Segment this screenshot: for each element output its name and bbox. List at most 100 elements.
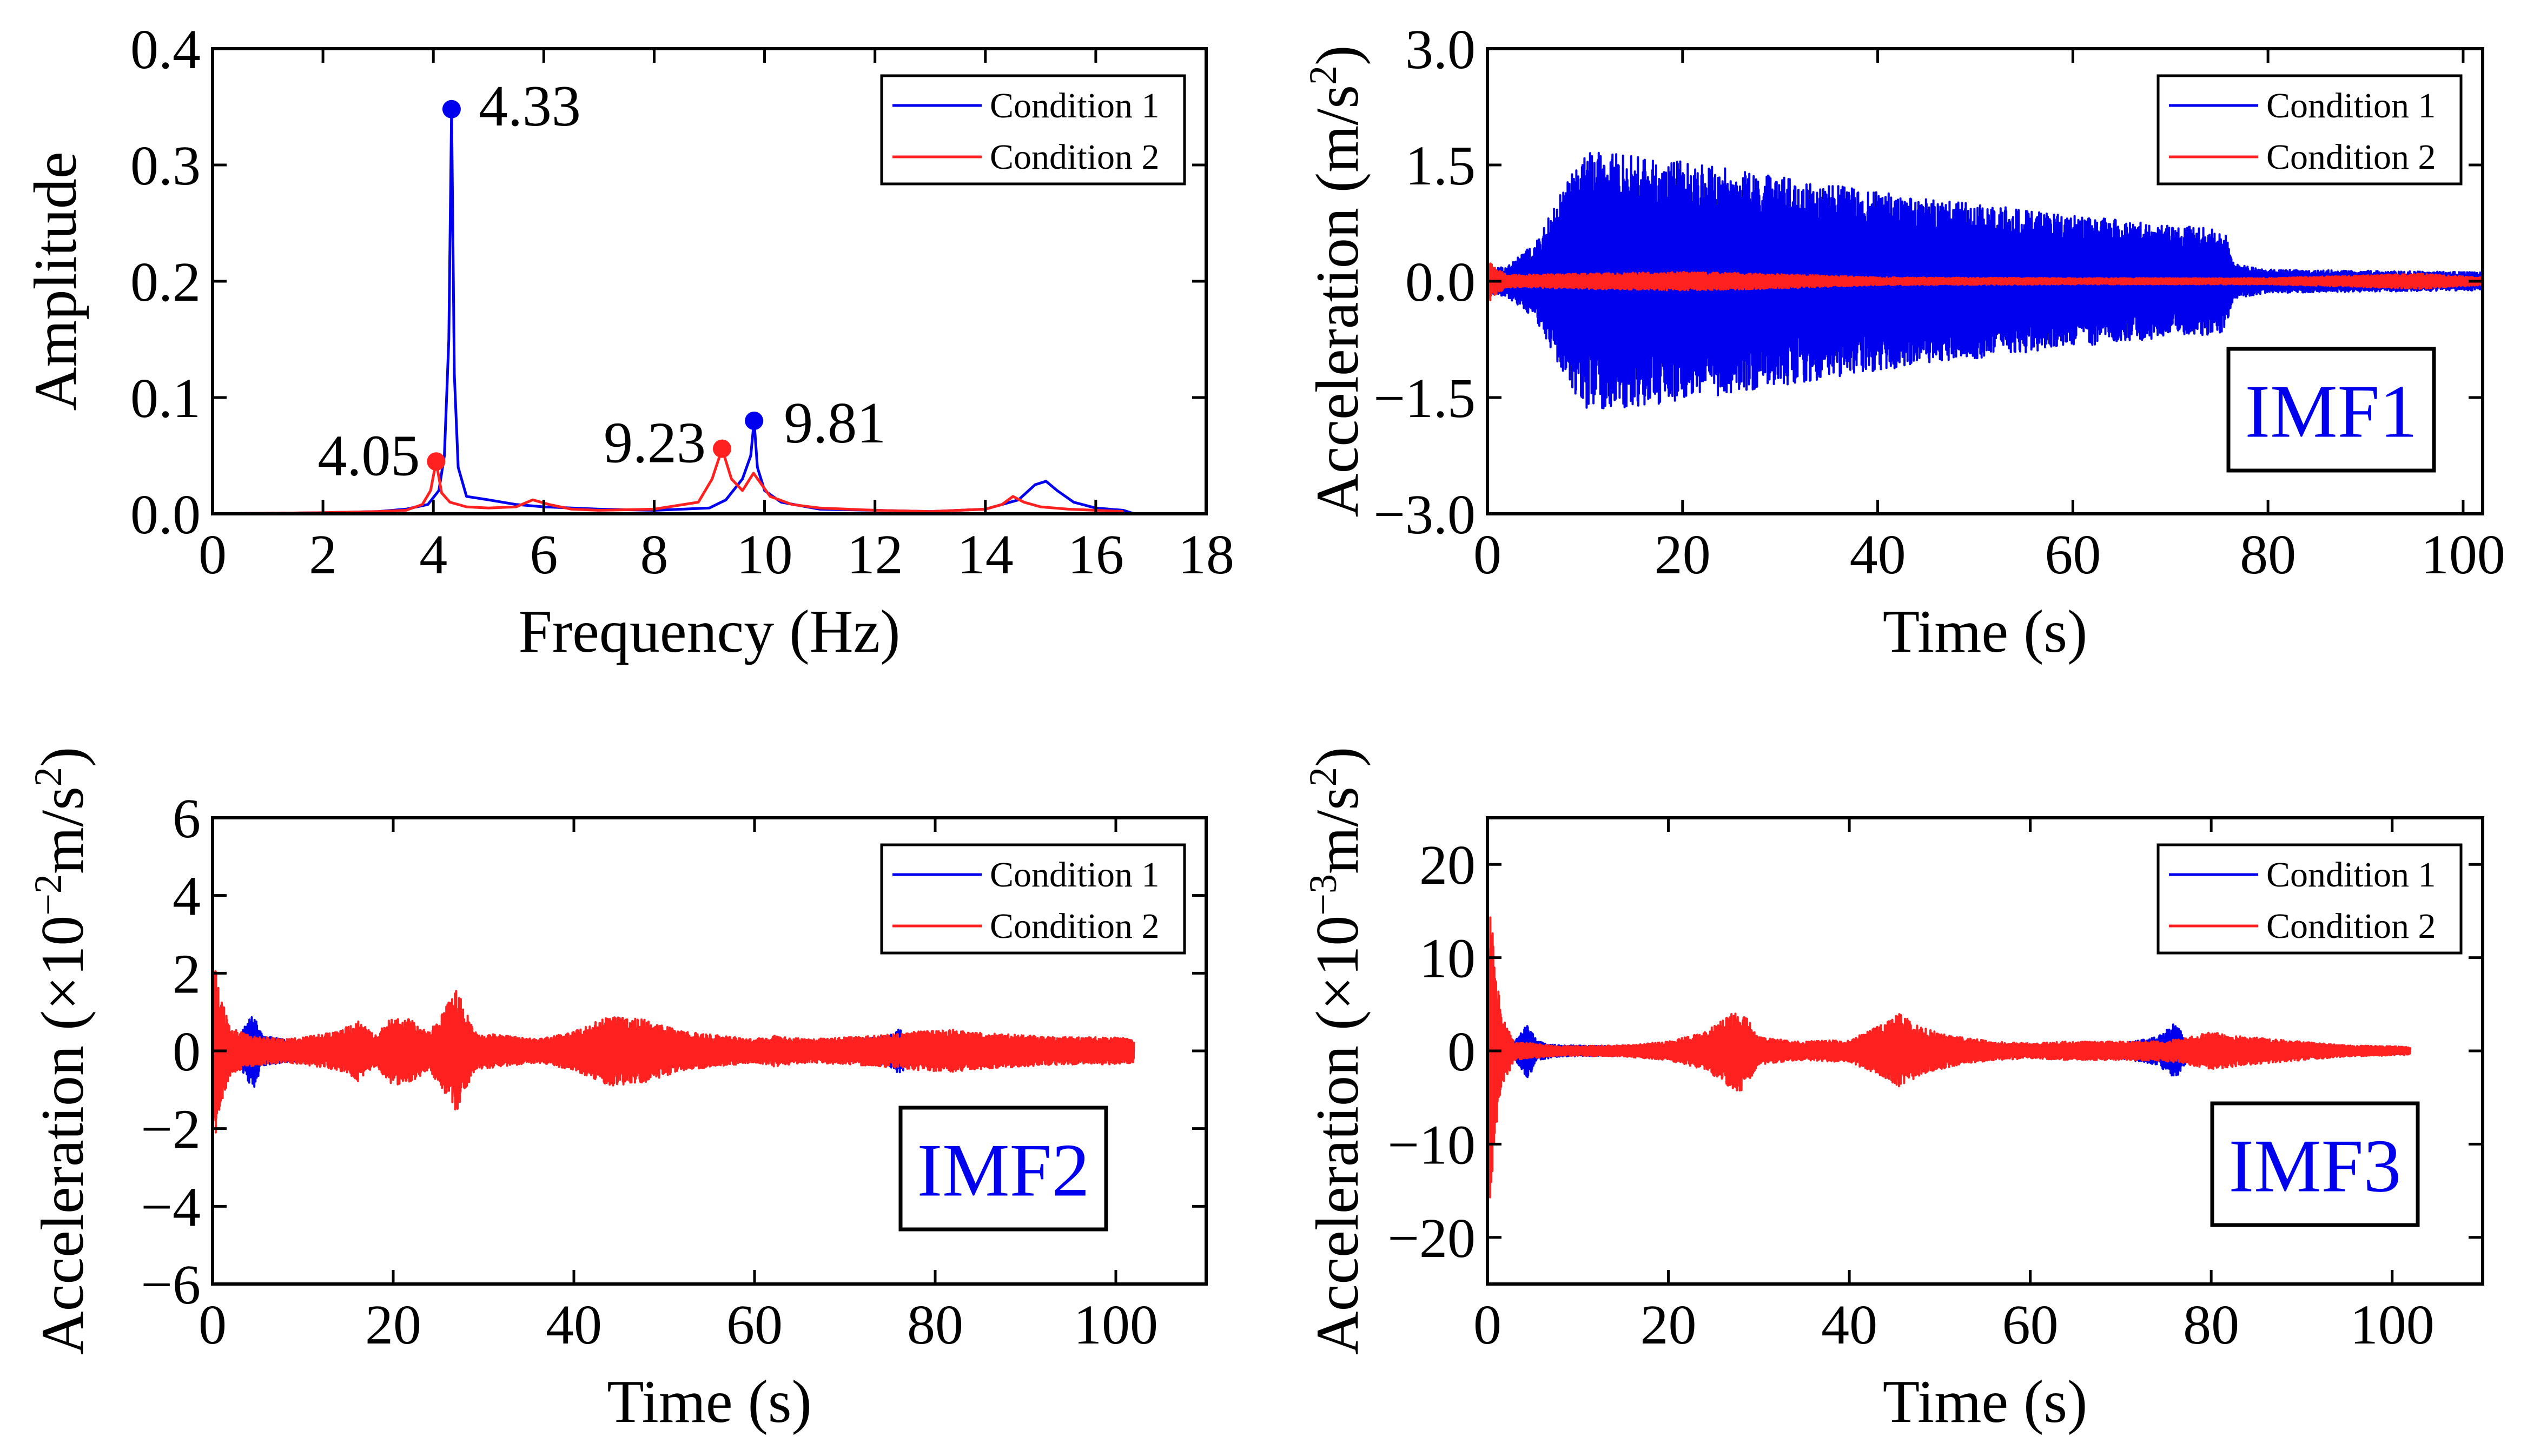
y-tick-label: −4 bbox=[141, 1176, 201, 1238]
panel-imf2: 0 20 40 60 80 100 −6 −4 −2 0 2 4 6 Time (s) Accelerati… bbox=[27, 747, 1208, 1435]
legend-box bbox=[880, 74, 1186, 186]
x-tick-label: 0 bbox=[199, 524, 227, 586]
series-imf1-2 bbox=[1487, 257, 2483, 307]
x-tick-label: 20 bbox=[1640, 1294, 1697, 1356]
y-axis-title-superscript: −3 bbox=[1301, 874, 1345, 916]
x-tick-label: 80 bbox=[2183, 1294, 2239, 1356]
peak-marker bbox=[745, 412, 764, 430]
y-tick-label: 1.5 bbox=[1405, 135, 1476, 197]
y-axis-title-part: Acceleration (m/s bbox=[1304, 85, 1371, 517]
y-axis-title-part: Acceleration (×10 bbox=[29, 916, 96, 1355]
imf-label-box bbox=[2210, 1101, 2420, 1227]
legend-label-2: Condition 2 bbox=[990, 137, 1160, 177]
x-tick-label: 60 bbox=[2045, 524, 2101, 586]
x-tick-label: 12 bbox=[847, 524, 903, 586]
x-tick-label: 60 bbox=[726, 1294, 783, 1356]
y-tick-label: 0.0 bbox=[130, 484, 201, 546]
imf-label: IMF1 bbox=[2245, 370, 2418, 454]
series-imf3-2 bbox=[1487, 916, 2412, 1199]
y-axis-title-superscript: 2 bbox=[27, 767, 70, 786]
peak-label: 4.05 bbox=[317, 423, 420, 488]
x-axis-title: Time (s) bbox=[1883, 1368, 2088, 1435]
y-axis-title-superscript: 2 bbox=[1301, 767, 1345, 786]
x-tick-label: 40 bbox=[546, 1294, 602, 1356]
x-tick-label: 100 bbox=[2350, 1294, 2435, 1356]
peak-marker bbox=[427, 452, 446, 471]
imf-label: IMF3 bbox=[2229, 1124, 2402, 1208]
imf-label-box bbox=[2226, 347, 2436, 473]
legend-label-2: Condition 2 bbox=[990, 906, 1160, 946]
legend-label-1: Condition 1 bbox=[990, 855, 1160, 895]
legend-box bbox=[2156, 74, 2463, 186]
x-tick-label: 100 bbox=[1074, 1294, 1158, 1356]
y-tick-label: 0.0 bbox=[1405, 251, 1476, 313]
y-tick-label: −6 bbox=[141, 1254, 201, 1316]
y-tick-label: 3.0 bbox=[1405, 18, 1476, 81]
panel-imf3: 0 20 40 60 80 100 −20 −10 0 10 20 Time (s) Accelerat… bbox=[1301, 747, 2484, 1435]
x-tick-label: 4 bbox=[419, 524, 447, 586]
x-tick-label: 20 bbox=[1655, 524, 1711, 586]
x-tick-label: 0 bbox=[199, 1294, 227, 1356]
x-tick-label: 14 bbox=[957, 524, 1014, 586]
series-fft-1 bbox=[213, 108, 1135, 514]
x-tick-label: 20 bbox=[365, 1294, 421, 1356]
y-axis-title-part: ) bbox=[1304, 45, 1371, 65]
x-tick-label: 40 bbox=[1821, 1294, 1877, 1356]
legend-box bbox=[880, 843, 1186, 955]
y-tick-label: −1.5 bbox=[1373, 367, 1476, 429]
panel-imf1: 0 20 40 60 80 100 −3.0 −1.5 0.0 1.5 3.0 Time (s) Acc… bbox=[1301, 18, 2505, 665]
peak-label: 9.81 bbox=[784, 391, 886, 455]
legend-fft: Condition 1 Condition 2 bbox=[880, 74, 1186, 186]
y-tick-label: 20 bbox=[1419, 834, 1476, 896]
panels: 0 2 4 6 8 10 12 14 16 18 0.0 0.1 0.2 0.3 0.4 Frequency … bbox=[22, 18, 2505, 1435]
peak-marker bbox=[442, 100, 461, 118]
y-axis-title: Acceleration (×10−3m/s2) bbox=[1301, 747, 1371, 1355]
x-tick-label: 18 bbox=[1178, 524, 1234, 586]
peak-label: 9.23 bbox=[604, 411, 706, 475]
x-tick-label: 8 bbox=[640, 524, 668, 586]
y-tick-label: 10 bbox=[1419, 928, 1476, 990]
y-axis-title-part: m/s bbox=[1304, 786, 1371, 874]
y-tick-label: 2 bbox=[173, 943, 201, 1005]
y-tick-label: −3.0 bbox=[1373, 484, 1476, 546]
legend-label-2: Condition 2 bbox=[2266, 906, 2436, 946]
legend-label-1: Condition 1 bbox=[2266, 86, 2436, 125]
y-axis-title-superscript: 2 bbox=[1301, 65, 1345, 85]
series-imf2-2 bbox=[213, 970, 1135, 1134]
imf-label-box bbox=[898, 1106, 1108, 1232]
legend-imf2: Condition 1 Condition 2 bbox=[880, 843, 1186, 955]
y-tick-label: −20 bbox=[1387, 1207, 1476, 1269]
legend-label-2: Condition 2 bbox=[2266, 137, 2436, 177]
legend-label-1: Condition 1 bbox=[990, 86, 1160, 125]
y-tick-label: −10 bbox=[1387, 1114, 1476, 1176]
imf-label: IMF2 bbox=[917, 1129, 1090, 1213]
legend-imf3: Condition 1 Condition 2 bbox=[2156, 843, 2463, 955]
x-tick-label: 80 bbox=[907, 1294, 963, 1356]
peak-marker bbox=[712, 439, 731, 458]
y-tick-label: 0.4 bbox=[130, 18, 201, 81]
x-axis-title: Frequency (Hz) bbox=[519, 598, 901, 665]
y-tick-label: 4 bbox=[173, 865, 201, 928]
x-tick-label: 0 bbox=[1473, 1294, 1501, 1356]
y-axis-title-part: m/s bbox=[29, 786, 96, 874]
y-tick-label: 0 bbox=[173, 1021, 201, 1083]
y-axis-title-part: ) bbox=[29, 747, 96, 767]
legend-imf1: Condition 1 Condition 2 bbox=[2156, 74, 2463, 186]
y-tick-label: 6 bbox=[173, 787, 201, 850]
y-axis-title: Amplitude bbox=[22, 151, 89, 411]
y-axis-title-part: ) bbox=[1304, 747, 1371, 767]
x-tick-label: 16 bbox=[1068, 524, 1124, 586]
x-tick-label: 0 bbox=[1473, 524, 1501, 586]
x-tick-label: 80 bbox=[2240, 524, 2296, 586]
x-tick-label: 2 bbox=[309, 524, 337, 586]
legend-label-1: Condition 1 bbox=[2266, 855, 2436, 895]
x-tick-label: 10 bbox=[737, 524, 793, 586]
x-axis-title: Time (s) bbox=[607, 1368, 812, 1435]
y-axis-title: Acceleration (×10−2m/s2) bbox=[27, 747, 96, 1355]
panel-fft: 0 2 4 6 8 10 12 14 16 18 0.0 0.1 0.2 0.3 0.4 Frequency … bbox=[22, 18, 1234, 665]
y-tick-label: 0.3 bbox=[130, 135, 201, 197]
y-axis-title-part: Acceleration (×10 bbox=[1304, 916, 1371, 1355]
y-tick-label: −2 bbox=[141, 1098, 201, 1161]
